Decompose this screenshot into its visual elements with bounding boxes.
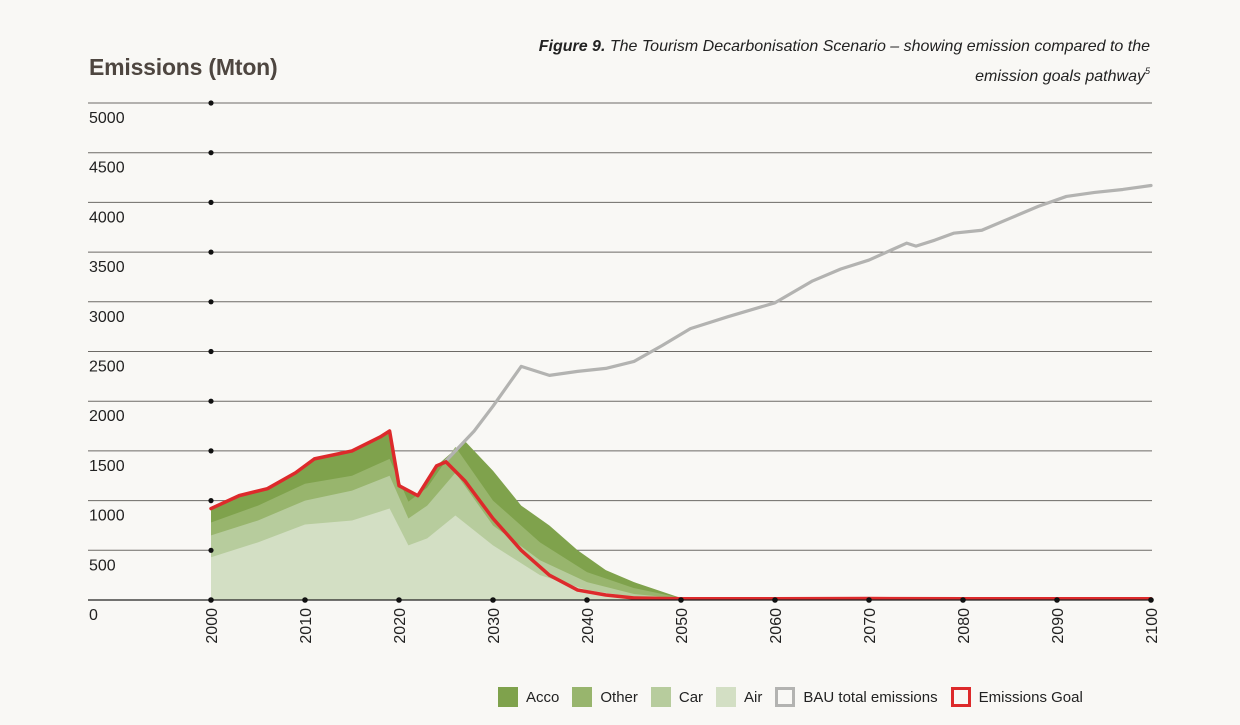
legend-item-acco: Acco	[498, 687, 559, 707]
legend-swatch	[775, 687, 796, 707]
x-axis-dot-2040	[584, 597, 590, 603]
y-axis-dot-3500	[208, 249, 214, 255]
figure-caption: Figure 9. The Tourism Decarbonisation Sc…	[510, 34, 1150, 89]
figure-label: Figure 9.	[538, 38, 606, 55]
x-tick-label-2080: 2080	[956, 608, 973, 644]
stacked-areas	[211, 431, 681, 600]
y-axis-dot-500	[208, 547, 214, 553]
y-axis-dot-5000	[208, 100, 214, 106]
chart-legend: Acco Other Car Air BAU total emissions Emissi…	[498, 686, 1096, 708]
legend-swatch	[650, 687, 671, 707]
y-tick-label-3500: 3500	[89, 259, 125, 276]
y-tick-label-4500: 4500	[89, 160, 125, 177]
legend-item-emissions-goal: Emissions Goal	[950, 687, 1083, 707]
x-axis-dot-2010	[302, 597, 308, 603]
x-axis-dot-2070	[866, 597, 872, 603]
legend-swatch	[498, 687, 518, 707]
x-axis-dot-2080	[960, 597, 966, 603]
y-axis-dot-2000	[208, 398, 214, 404]
x-tick-label-2060: 2060	[768, 608, 785, 644]
y-tick-label-1000: 1000	[89, 508, 125, 525]
grid-lines	[88, 102, 1152, 551]
y-tick-label-5000: 5000	[89, 110, 125, 127]
y-tick-label-4000: 4000	[89, 209, 125, 226]
y-axis-dot-3000	[208, 299, 214, 305]
legend-item-bau-total-emissions: BAU total emissions	[775, 687, 938, 707]
x-tick-label-2100: 2100	[1144, 608, 1161, 644]
y-tick-label-1500: 1500	[89, 458, 125, 475]
y-axis-dot-1500	[208, 448, 214, 454]
x-tick-label-2000: 2000	[204, 608, 221, 644]
x-axis-dot-2090	[1054, 597, 1060, 603]
y-tick-label-2000: 2000	[89, 408, 125, 425]
legend-item-air: Air	[716, 687, 762, 707]
y-tick-label-0: 0	[89, 607, 98, 624]
x-axis-dot-2060	[772, 597, 778, 603]
axes: 0 500 1000 1500 2000 2500 3000 3500 4000 4500 5000…	[88, 100, 1161, 644]
legend-label: Acco	[526, 688, 560, 706]
y-tick-label-2500: 2500	[89, 359, 125, 376]
y-axis-dot-4500	[208, 150, 214, 156]
legend-label: BAU total emissions	[803, 688, 938, 706]
legend-label: Car	[678, 688, 704, 706]
series-line-bau-total-emissions	[444, 183, 1153, 463]
y-axis-dot-1000	[208, 498, 214, 504]
x-axis-dot-2020	[396, 597, 402, 603]
area-air	[211, 508, 681, 600]
y-axis-dot-4000	[208, 199, 214, 205]
x-axis-dot-2000	[208, 597, 214, 603]
legend-label: Air	[744, 688, 763, 706]
x-axis-dot-2030	[490, 597, 496, 603]
x-tick-label-2030: 2030	[486, 608, 503, 644]
y-axis-dot-2500	[208, 348, 214, 355]
y-tick-label-500: 500	[89, 557, 116, 574]
x-tick-label-2040: 2040	[580, 608, 597, 644]
y-tick-label-3000: 3000	[89, 309, 125, 326]
figure-caption-text: The Tourism Decarbonisation Scenario – s…	[609, 38, 1150, 85]
x-tick-label-2010: 2010	[298, 608, 315, 644]
legend-item-other: Other	[572, 687, 638, 707]
x-axis-dot-2100	[1148, 597, 1154, 603]
x-tick-label-2070: 2070	[862, 608, 879, 644]
y-axis-title: Emissions (Mton)	[89, 54, 278, 80]
x-tick-label-2050: 2050	[674, 608, 691, 644]
legend-label: Other	[600, 688, 638, 706]
legend-swatch	[716, 687, 737, 707]
footnote-marker: 5	[1144, 66, 1150, 76]
legend-label: Emissions Goal	[978, 688, 1083, 706]
x-axis-dot-2050	[678, 597, 684, 603]
x-tick-label-2090: 2090	[1050, 608, 1067, 644]
x-tick-label-2020: 2020	[392, 608, 409, 644]
legend-swatch	[950, 687, 971, 707]
legend-swatch	[572, 687, 593, 707]
legend-item-car: Car	[650, 687, 704, 707]
